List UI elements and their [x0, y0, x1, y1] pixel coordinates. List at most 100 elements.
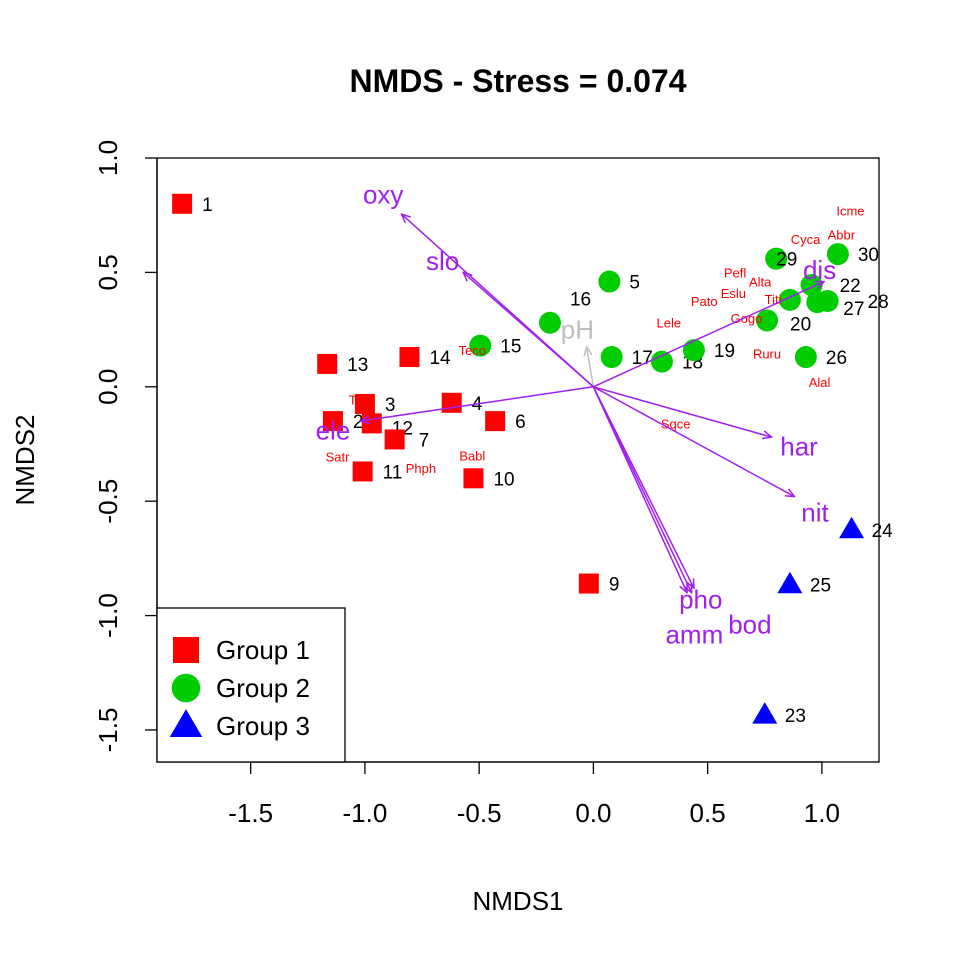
site-point	[441, 392, 462, 413]
site-label: 19	[714, 341, 735, 362]
x-tick-label: -1.5	[228, 798, 273, 828]
site-point	[778, 288, 801, 311]
site-point	[354, 393, 375, 414]
vector-label: ele	[316, 415, 351, 445]
y-tick-label: -1.0	[93, 593, 123, 638]
legend-symbol	[173, 637, 199, 663]
site-label: 30	[858, 245, 879, 266]
site-label: 14	[429, 348, 451, 369]
site-point	[399, 347, 420, 368]
site-point	[578, 573, 599, 594]
site-label: 22	[840, 276, 861, 297]
species-label: Abbr	[828, 228, 856, 243]
species-label: Babl	[459, 448, 485, 463]
legend-label: Group 2	[216, 673, 310, 703]
site-label: 16	[570, 290, 591, 311]
vector-label: har	[780, 431, 818, 461]
site-point	[816, 289, 839, 312]
y-tick-label: 1.0	[93, 140, 123, 176]
site-point	[469, 334, 492, 357]
species-label: Eslu	[721, 286, 746, 301]
plot-frame	[156, 157, 880, 763]
vector-arrow-ph	[587, 347, 595, 387]
site-point	[600, 346, 623, 369]
site-label: 24	[872, 521, 894, 542]
site-point	[352, 461, 373, 482]
site-point	[361, 413, 382, 434]
site-label: 17	[632, 348, 653, 369]
vector-arrow-ele	[360, 386, 594, 421]
vector-label: dis	[803, 255, 836, 285]
species-label: Ruru	[753, 347, 781, 362]
site-label: 7	[419, 430, 430, 451]
legend-symbol	[171, 673, 201, 703]
site-point	[650, 350, 673, 373]
site-point	[752, 702, 778, 724]
species-label: Alta	[749, 275, 772, 290]
site-label: 26	[826, 348, 847, 369]
x-tick-label: 0.0	[575, 798, 611, 828]
site-point	[765, 247, 788, 270]
site-point	[756, 309, 779, 332]
y-axis-label: NMDS2	[10, 414, 40, 505]
site-label: 28	[868, 292, 889, 313]
site-point	[839, 516, 865, 539]
species-label: Pato	[691, 294, 718, 309]
x-axis-label: NMDS1	[472, 886, 563, 916]
site-point	[317, 353, 338, 374]
species-label: Icme	[836, 204, 864, 219]
site-label: 3	[385, 395, 396, 416]
x-tick-label: -1.0	[343, 798, 388, 828]
site-label: 10	[493, 469, 514, 490]
vector-label: pH	[561, 315, 594, 345]
vector-label: amm	[665, 619, 723, 649]
legend-symbol	[169, 709, 203, 738]
x-tick-label: 0.5	[690, 798, 726, 828]
site-label: 2	[353, 412, 364, 433]
site-label: 29	[776, 250, 797, 271]
species-label: Gogo	[731, 311, 763, 326]
site-label: 15	[500, 337, 521, 358]
vector-arrow-bod	[592, 386, 691, 593]
vector-arrow-nit	[593, 386, 794, 497]
site-point	[172, 193, 193, 214]
site-point	[538, 311, 561, 334]
site-point	[682, 339, 705, 362]
species-label: Sqce	[661, 416, 691, 431]
site-label: 11	[383, 462, 403, 483]
site-point	[794, 346, 817, 369]
species-label: Cyca	[791, 232, 821, 247]
site-point	[598, 270, 621, 293]
species-label: Phph	[406, 461, 436, 476]
vector-arrow-slo	[463, 272, 594, 388]
site-label: 6	[515, 412, 526, 433]
species-label: Lele	[657, 316, 682, 331]
site-point	[384, 429, 405, 450]
y-tick-label: 0.5	[93, 254, 123, 290]
site-point	[826, 243, 849, 266]
site-label: 5	[629, 273, 640, 294]
species-label: Alal	[809, 375, 831, 390]
vector-arrow-har	[593, 386, 771, 437]
site-label: 1	[202, 195, 213, 216]
x-tick-label: 1.0	[804, 798, 840, 828]
legend-label: Group 3	[216, 711, 310, 741]
site-label: 23	[785, 706, 806, 727]
site-label: 13	[347, 355, 368, 376]
legend-label: Group 1	[216, 635, 310, 665]
vector-arrow-dis	[593, 282, 824, 388]
site-label: 25	[810, 576, 831, 597]
site-point	[485, 411, 506, 432]
vector-label: bod	[728, 610, 771, 640]
site-label: 27	[843, 299, 864, 320]
species-label: Teco	[459, 343, 486, 358]
site-label: 9	[609, 575, 620, 596]
site-label: 20	[790, 314, 811, 335]
species-label: Pefl	[724, 265, 747, 280]
legend: Group 1 Group 2 Group 3	[156, 607, 346, 763]
vector-label: nit	[801, 498, 829, 528]
vector-label: oxy	[363, 180, 403, 210]
y-tick-label: -1.5	[93, 708, 123, 753]
site-point	[322, 411, 343, 432]
species-label: Satr	[326, 450, 351, 465]
